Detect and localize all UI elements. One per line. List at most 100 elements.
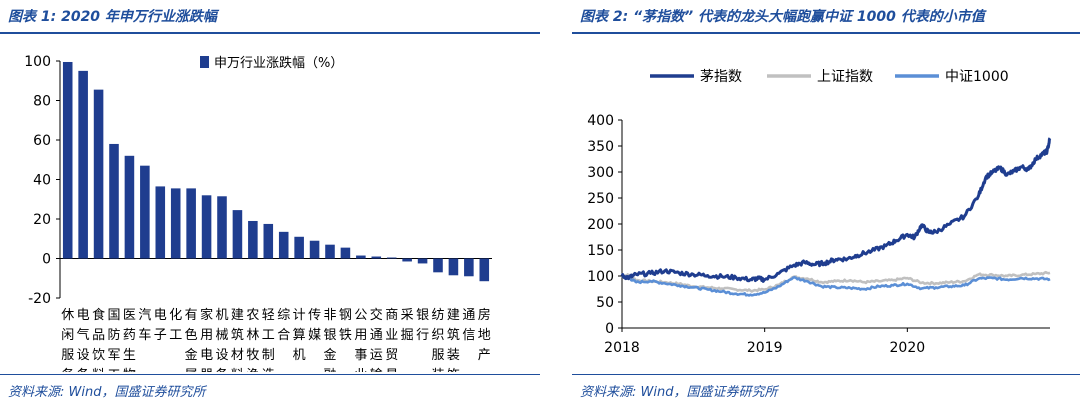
- bar: [109, 143, 119, 259]
- category-label-char: 通: [370, 328, 383, 343]
- x-tick-label: 2020: [890, 340, 926, 356]
- category-label-char: 运: [370, 348, 383, 363]
- category-label-char: 医: [123, 308, 136, 323]
- y-tick-label: 0: [42, 252, 51, 268]
- category-label-char: 闲: [61, 328, 74, 343]
- category-label-char: 防: [107, 327, 120, 343]
- category-label-char: 械: [215, 328, 228, 343]
- left-figure-panel: 图表 1: 2020 年申万行业涨跌幅 -20 0 20 40 60 80 100 休闲服务 电…: [0, 9, 540, 400]
- left-figure-title: 图表 1: 2020 年申万行业涨跌幅: [8, 9, 217, 25]
- category-label-char: 设: [215, 348, 228, 363]
- bar: [433, 258, 443, 273]
- bar: [217, 196, 227, 259]
- right-source-rule: [572, 374, 1080, 375]
- y-tick-label: 0: [605, 321, 614, 337]
- category-label-char: 制: [262, 348, 275, 363]
- bar: [417, 258, 428, 264]
- category-label-char: 化: [169, 308, 182, 323]
- category-label-char: 行: [416, 328, 429, 343]
- bar: [248, 220, 258, 259]
- left-source-note: 资料来源: Wind，国盛证券研究所: [8, 385, 206, 400]
- y-tick-label: 20: [33, 212, 51, 228]
- legend-swatch: [200, 56, 209, 68]
- category-label-char: 气: [77, 327, 90, 343]
- category-label-char: 品: [92, 328, 105, 343]
- category-label-char: 军: [107, 348, 120, 363]
- category-label-char: 料: [92, 368, 105, 372]
- category-label-char: 农: [246, 308, 259, 323]
- category-label-char: 家: [200, 307, 213, 323]
- category-label-char: 备: [77, 367, 90, 372]
- left-title-rule: [0, 32, 540, 34]
- category-label-char: 器: [200, 368, 213, 372]
- bar: [124, 155, 135, 259]
- category-label-char: 房: [478, 307, 491, 323]
- category-label-char: 属: [185, 368, 198, 372]
- category-label-char: 地: [478, 328, 491, 343]
- bar: [232, 210, 243, 259]
- index-line-chart: 0 50 100 150 200 250 300 350 400 2018 2019 2020 茅指数 上…: [587, 69, 1052, 356]
- series-line-sse-composite: [621, 270, 1051, 293]
- category-label-char: 金: [323, 347, 336, 363]
- bar: [78, 70, 88, 259]
- legend-label: 茅指数: [700, 69, 742, 85]
- legend-label: 中证1000: [945, 69, 1009, 85]
- category-label-char: 输: [370, 367, 383, 372]
- category-label-char: 建: [447, 308, 460, 323]
- bar: [479, 258, 490, 282]
- y-tick-label: 80: [33, 94, 51, 110]
- category-label-char: 生: [123, 348, 136, 363]
- category-label-char: 药: [123, 328, 136, 343]
- bar: [140, 165, 150, 259]
- category-label-char: 事: [354, 348, 367, 363]
- category-label-char: 料: [231, 368, 244, 372]
- category-label-char: 物: [123, 368, 136, 372]
- y-tick-label: 300: [587, 165, 614, 181]
- category-label-char: 电: [200, 348, 213, 363]
- category-label-char: 银: [323, 328, 336, 343]
- bar: [448, 258, 459, 276]
- category-label-char: 饰: [447, 368, 460, 372]
- bar: [201, 195, 212, 259]
- category-label-char: 工: [262, 328, 275, 343]
- series-line-mao-index: [620, 137, 1052, 283]
- category-label-char: 筑: [447, 327, 460, 343]
- category-label-char: 合: [277, 328, 290, 343]
- category-label-char: 车: [138, 327, 151, 343]
- category-label-char: 钢: [339, 308, 352, 323]
- bar: [278, 231, 289, 259]
- y-tick-label: 350: [587, 139, 614, 155]
- category-label-char: 林: [246, 328, 259, 343]
- category-label-char: 贸: [385, 348, 398, 363]
- bar: [340, 247, 351, 259]
- right-figure-panel: 图表 2: “茅指数” 代表的龙头大幅跑赢中证 1000 代表的小市值 0 50 1…: [572, 0, 1080, 408]
- category-label-char: 工: [169, 328, 182, 343]
- x-tick-label: 2019: [747, 340, 783, 356]
- y-tick-label: -20: [28, 291, 51, 307]
- series-line-csi-1000: [621, 274, 1051, 297]
- category-label-char: 机: [215, 308, 228, 323]
- y-tick-label: 40: [33, 173, 51, 189]
- bar: [186, 188, 196, 259]
- category-label-char: 金: [185, 347, 198, 363]
- category-label-char: 色: [185, 327, 198, 343]
- legend-label: 上证指数: [817, 69, 873, 85]
- bar: [325, 244, 335, 259]
- category-label-char: 有: [185, 308, 198, 323]
- right-figure-title: 图表 2: “茅指数” 代表的龙头大幅跑赢中证 1000 代表的小市值: [580, 9, 985, 25]
- category-label-char: 汽: [138, 308, 151, 323]
- category-label-char: 电: [77, 308, 90, 323]
- y-tick-label: 150: [587, 243, 614, 259]
- y-tick-label: 100: [24, 54, 51, 70]
- category-label-char: 综: [277, 308, 290, 323]
- category-label-char: 织: [431, 328, 444, 343]
- y-tick-label: 60: [33, 133, 51, 149]
- category-label-char: 交: [370, 307, 383, 323]
- category-label-char: 造: [262, 368, 275, 372]
- y-tick-label: 100: [587, 269, 614, 285]
- category-label-char: 产: [478, 348, 491, 363]
- bar: [62, 61, 73, 259]
- bar: [309, 240, 320, 259]
- category-label-char: 工: [107, 368, 120, 372]
- category-label-char: 国: [107, 308, 120, 323]
